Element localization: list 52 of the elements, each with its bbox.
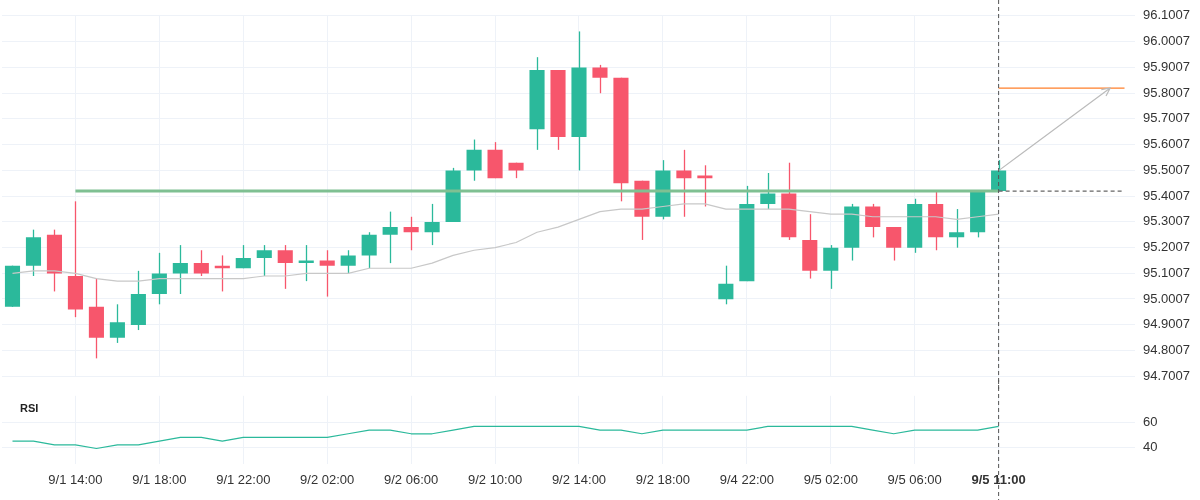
y-tick-label: 60 [1143,414,1158,430]
y-tick-label: 96.0007 [1143,33,1190,49]
candlestick [991,159,1007,192]
candlestick [340,249,356,275]
y-tick-label: 94.8007 [1143,342,1190,358]
y-tick-label: 94.7007 [1143,367,1190,383]
candlestick [151,252,167,305]
y-tick-label: 95.2007 [1143,239,1190,255]
candlestick [592,64,608,94]
candlestick [403,216,419,251]
x-tick-label: 9/1 18:00 [132,471,187,487]
y-tick-label: 94.9007 [1143,316,1190,332]
y-tick-label: 95.6007 [1143,136,1190,152]
candlestick [319,249,335,298]
candlestick [886,226,902,262]
x-tick-label: 9/5 02:00 [803,471,858,487]
candlestick [361,231,377,269]
candlestick [256,244,272,277]
candlestick [676,149,692,218]
candlestick [193,249,209,277]
y-tick-label: 95.1007 [1143,264,1190,280]
candlestick [718,265,734,305]
candlestick [424,203,440,246]
y-tick-label: 95.5007 [1143,161,1190,177]
candlestick [466,138,482,182]
x-tick-label: 9/5 11:00 [971,471,1026,487]
x-tick-label: 9/2 14:00 [551,471,607,487]
y-tick-label: 40 [1143,438,1158,454]
y-tick-label: 95.3007 [1143,213,1190,229]
x-tick-label: 9/2 02:00 [300,471,355,487]
candlestick [277,244,293,290]
x-tick-label: 9/1 14:00 [48,471,103,487]
candlestick [823,244,839,290]
candlestick [382,210,398,264]
candlestick [949,208,965,249]
candlestick [109,303,125,344]
x-tick-label: 9/2 18:00 [635,471,691,487]
y-tick-label: 96.1007 [1143,7,1190,23]
y-tick-label: 95.9007 [1143,58,1190,74]
text: RSI [20,402,39,415]
x-tick-label: 9/2 06:00 [384,471,439,487]
candlestick [865,203,881,239]
y-tick-label: 95.0007 [1143,290,1190,306]
x-tick-label: 9/1 22:00 [216,471,271,487]
x-tick-label: 9/2 10:00 [467,471,523,487]
y-tick-label: 95.7007 [1143,110,1190,126]
y-tick-label: 95.8007 [1143,84,1190,100]
x-tick-label: 9/4 22:00 [719,471,774,487]
candlestick [760,172,776,210]
x-tick-label: 9/5 06:00 [887,471,942,487]
y-tick-label: 95.4007 [1143,187,1190,203]
candlestick [172,244,188,295]
